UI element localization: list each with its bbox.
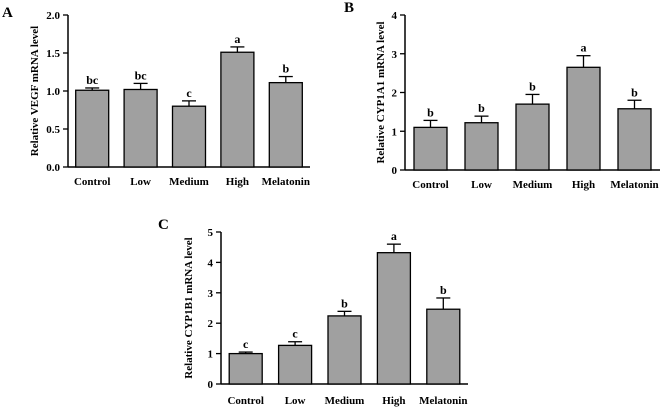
- x-tick-label: Melatonin: [262, 176, 310, 188]
- significance-label: bc: [135, 68, 148, 82]
- significance-label: a: [391, 229, 397, 243]
- y-tick-label: 2: [392, 88, 398, 100]
- significance-label: b: [282, 62, 289, 76]
- bar-high: [220, 51, 255, 168]
- x-tick-label: High: [572, 179, 595, 191]
- y-tick-label: 0: [392, 165, 398, 177]
- significance-label: b: [478, 101, 485, 115]
- y-tick-label: 1.5: [46, 48, 60, 60]
- significance-label: b: [529, 79, 536, 93]
- y-tick-label: 4: [208, 257, 214, 269]
- x-tick-label: Medium: [169, 176, 209, 188]
- x-tick-label: Medium: [325, 395, 365, 407]
- significance-label: b: [427, 105, 434, 119]
- panel-label-a: A: [2, 5, 13, 21]
- y-tick-label: 0.0: [46, 162, 60, 174]
- chart-panel-c: C 0 1 2 3 4 5 Relative CYP1B1 mRNA level c Contro…: [158, 217, 468, 407]
- significance-label: c: [186, 86, 192, 100]
- x-tick-label: Low: [130, 176, 151, 188]
- panel-label-b: B: [344, 0, 354, 16]
- bar-medium: [515, 103, 550, 171]
- x-tick-label: High: [382, 395, 405, 407]
- y-tick-label: 0.5: [46, 124, 60, 136]
- bar-melatonin: [268, 81, 303, 168]
- bar-medium: [171, 105, 207, 168]
- bar-high: [376, 252, 412, 385]
- bar-high: [566, 66, 601, 171]
- bar-low: [464, 122, 499, 171]
- y-tick-label: 4: [392, 10, 398, 22]
- significance-label: b: [341, 296, 348, 310]
- chart-panel-a: A 0.0 0.5 1.0 1.5 2.0 Relative VEGF mRNA level…: [2, 5, 310, 188]
- significance-label: a: [234, 32, 240, 46]
- y-tick-label: 5: [208, 227, 214, 239]
- bar-low: [277, 344, 313, 385]
- x-tick-label: Melatonin: [610, 179, 658, 191]
- significance-label: b: [631, 85, 638, 99]
- bar-medium: [327, 315, 362, 385]
- bar-melatonin: [426, 308, 461, 385]
- bar-low: [123, 88, 158, 168]
- panel-label-c: C: [158, 217, 169, 233]
- x-tick-label: High: [226, 176, 249, 188]
- x-tick-label: Control: [74, 176, 110, 188]
- y-axis-label: Relative CYP1A1 mRNA level: [375, 21, 387, 163]
- x-tick-label: Low: [471, 179, 492, 191]
- significance-label: a: [581, 41, 587, 55]
- x-tick-label: Control: [412, 179, 448, 191]
- x-tick-label: Melatonin: [419, 395, 467, 407]
- y-tick-label: 3: [392, 49, 398, 61]
- chart-panel-b: B 0 1 2 3 4 Relative CYP1A1 mRNA level b Control…: [344, 0, 660, 191]
- x-tick-label: Low: [285, 395, 306, 407]
- bar-melatonin: [617, 108, 652, 171]
- x-tick-label: Medium: [513, 179, 553, 191]
- x-tick-label: Control: [227, 395, 263, 407]
- bar-control: [75, 89, 110, 168]
- y-tick-label: 1: [208, 349, 214, 361]
- bar-control: [228, 352, 263, 385]
- y-axis-label: Relative VEGF mRNA level: [29, 26, 41, 156]
- y-tick-label: 1.0: [46, 86, 60, 98]
- significance-label: c: [243, 337, 249, 351]
- y-tick-label: 2.0: [46, 10, 60, 22]
- significance-label: bc: [86, 73, 99, 87]
- significance-label: b: [440, 283, 447, 297]
- bar-control: [413, 126, 448, 171]
- y-tick-label: 0: [208, 379, 214, 391]
- significance-label: c: [292, 327, 298, 341]
- y-axis-label: Relative CYP1B1 mRNA level: [183, 237, 195, 378]
- y-tick-label: 1: [392, 126, 398, 138]
- y-tick-label: 3: [208, 288, 214, 300]
- y-tick-label: 2: [208, 318, 214, 330]
